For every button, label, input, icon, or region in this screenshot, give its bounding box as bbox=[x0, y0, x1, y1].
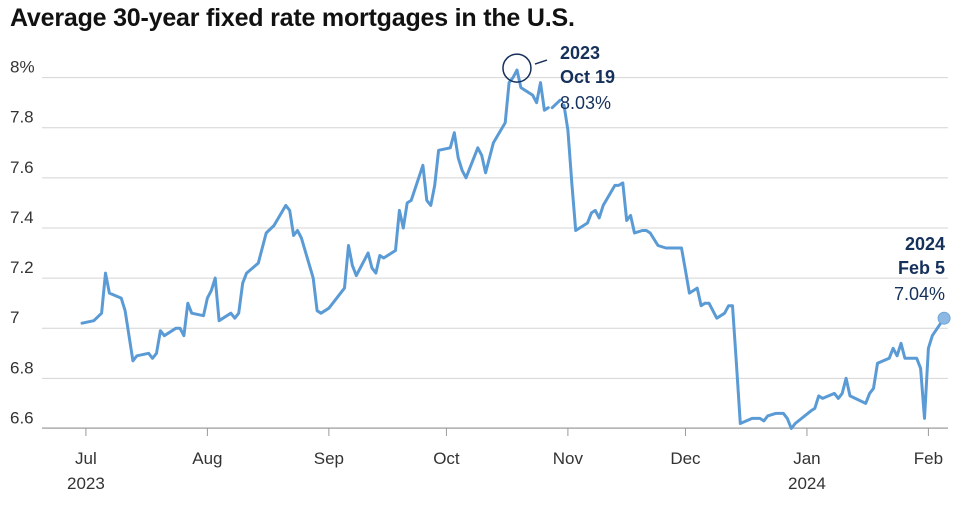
y-tick-label: 7.2 bbox=[10, 258, 34, 277]
latest-point-dot bbox=[937, 311, 951, 325]
peak-year-label: 2023 bbox=[560, 43, 600, 63]
x-tick-label: Feb bbox=[914, 449, 943, 468]
series-line bbox=[550, 98, 562, 110]
x-axis: Jul 2023 Aug Sep Oct Nov Dec Jan 2024 Feb bbox=[42, 427, 948, 493]
x-tick-label: Aug bbox=[192, 449, 222, 468]
y-tick-label: 7 bbox=[10, 308, 19, 327]
peak-value-label: 8.03% bbox=[560, 93, 611, 113]
y-tick-label: 7.8 bbox=[10, 108, 34, 127]
series-line bbox=[562, 103, 946, 430]
y-tick-label: 7.4 bbox=[10, 208, 34, 227]
x-tick-label: Jul bbox=[75, 449, 97, 468]
gridlines bbox=[42, 77, 948, 429]
series-layer bbox=[80, 68, 946, 430]
y-tick-label: 8% bbox=[10, 58, 35, 77]
x-tick-label: Jan bbox=[793, 449, 820, 468]
latest-value-label: 7.04% bbox=[894, 284, 945, 304]
peak-date-label: Oct 19 bbox=[560, 67, 615, 87]
x-tick-sublabel: 2024 bbox=[788, 474, 826, 493]
y-tick-label: 7.6 bbox=[10, 158, 34, 177]
y-tick-label: 6.8 bbox=[10, 358, 34, 377]
y-tick-label: 6.6 bbox=[10, 408, 34, 427]
y-axis-tick-labels: 6.6 6.8 7 7.2 7.4 7.6 7.8 8% bbox=[10, 58, 35, 428]
x-tick-label: Dec bbox=[670, 449, 701, 468]
latest-year-label: 2024 bbox=[905, 234, 945, 254]
x-tick-sublabel: 2023 bbox=[67, 474, 105, 493]
x-tick-label: Nov bbox=[553, 449, 584, 468]
latest-date-label: Feb 5 bbox=[898, 258, 945, 278]
chart-title: Average 30-year fixed rate mortgages in … bbox=[10, 4, 575, 32]
peak-circle-marker bbox=[502, 53, 532, 83]
series-line bbox=[80, 68, 550, 363]
x-tick-label: Sep bbox=[314, 449, 344, 468]
peak-leader-line bbox=[534, 59, 548, 65]
annotations: 2023 Oct 19 8.03% 2024 Feb 5 7.04% bbox=[502, 43, 951, 325]
x-tick-label: Oct bbox=[433, 449, 460, 468]
